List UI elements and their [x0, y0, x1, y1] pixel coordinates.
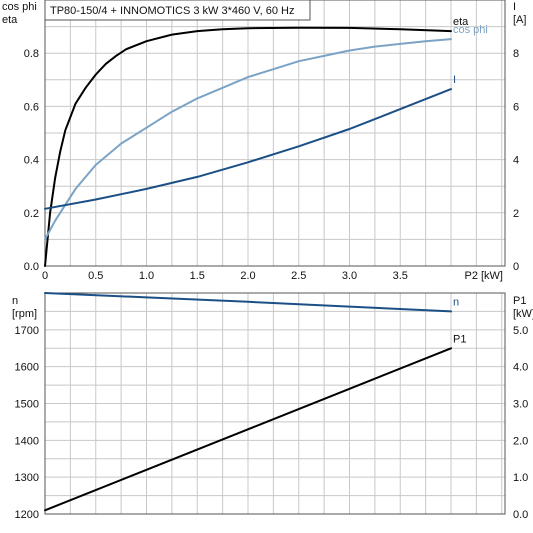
- bottom-left-tick-label: 1400: [15, 435, 39, 447]
- bottom-right-axis-label: P1: [513, 295, 526, 307]
- p1-series-label: P1: [453, 333, 466, 345]
- top-left-axis-label: cos phi: [2, 1, 37, 13]
- top-right-axis-label: I: [513, 1, 516, 13]
- top-plot-frame: [44, 0, 506, 267]
- bottom-right-axis-label: [kW]: [513, 308, 533, 320]
- title-group: TP80-150/4 + INNOMOTICS 3 kW 3*460 V, 60…: [44, 0, 311, 21]
- top-right-tick-label: 4: [513, 155, 519, 167]
- top-x-tick-label: 3.5: [393, 270, 408, 282]
- top-left-axis-label: eta: [2, 14, 18, 26]
- bottom-right-tick-label: 4.0: [513, 362, 528, 374]
- top-x-tick-label: 0.5: [88, 270, 103, 282]
- bottom-panel: 1200 1300 1400 1500 1600 1700 0.0 1.0 2.0 3.0 4.0 5…: [12, 292, 533, 521]
- top-right-tick-label: 0: [513, 261, 519, 273]
- top-right-tick-label: 2: [513, 208, 519, 220]
- bottom-right-tick-label: 0.0: [513, 509, 528, 521]
- top-right-axis-label: [A]: [513, 14, 526, 26]
- cos-phi-series-label: cos phi: [453, 24, 488, 36]
- title-box: [44, 0, 311, 21]
- top-x-tick-label: 2.0: [240, 270, 255, 282]
- bottom-left-tick-label: 1300: [15, 472, 39, 484]
- n-series-label: n: [453, 296, 459, 308]
- top-left-tick-label: 0.4: [24, 155, 39, 167]
- top-x-tick-label: 1.0: [139, 270, 154, 282]
- p1-curve: [44, 347, 452, 512]
- eta-series-label: eta: [453, 16, 469, 28]
- n-curve: [44, 292, 452, 313]
- bottom-left-tick-label: 1700: [15, 325, 39, 337]
- top-panel: 0.0 0.2 0.4 0.6 0.8 0 2 4 6 8 0 0.5 1.0 1.5 2.0 2.5 3.0 3…: [2, 0, 526, 282]
- bottom-right-tick-label: 3.0: [513, 399, 528, 411]
- top-left-tick-label: 0.6: [24, 101, 39, 113]
- top-x-tick-label: 0: [42, 270, 48, 282]
- bottom-right-tick-label: 1.0: [513, 472, 528, 484]
- chart-title: TP80-150/4 + INNOMOTICS 3 kW 3*460 V, 60…: [50, 5, 294, 17]
- top-x-tick-label: 1.5: [190, 270, 205, 282]
- top-right-tick-label: 8: [513, 48, 519, 60]
- i-series-label: I: [453, 74, 456, 86]
- top-right-tick-label: 6: [513, 101, 519, 113]
- i-curve: [44, 88, 452, 210]
- top-left-tick-label: 0.8: [24, 48, 39, 60]
- cos-phi-curve: [44, 38, 452, 241]
- top-x-tick-label: 3.0: [342, 270, 357, 282]
- eta-curve: [44, 26, 452, 267]
- top-left-tick-label: 0.2: [24, 208, 39, 220]
- top-left-tick-label: 0.0: [24, 261, 39, 273]
- bottom-right-tick-label: 2.0: [513, 435, 528, 447]
- bottom-left-tick-label: 1200: [15, 509, 39, 521]
- bottom-left-tick-label: 1500: [15, 399, 39, 411]
- bottom-plot-frame: [44, 292, 506, 515]
- top-x-tick-label: 2.5: [291, 270, 306, 282]
- bottom-left-axis-label: [rpm]: [12, 308, 37, 320]
- bottom-left-tick-label: 1600: [15, 362, 39, 374]
- top-x-axis-label: P2 [kW]: [464, 270, 503, 282]
- bottom-left-axis-label: n: [12, 295, 18, 307]
- bottom-right-tick-label: 5.0: [513, 325, 528, 337]
